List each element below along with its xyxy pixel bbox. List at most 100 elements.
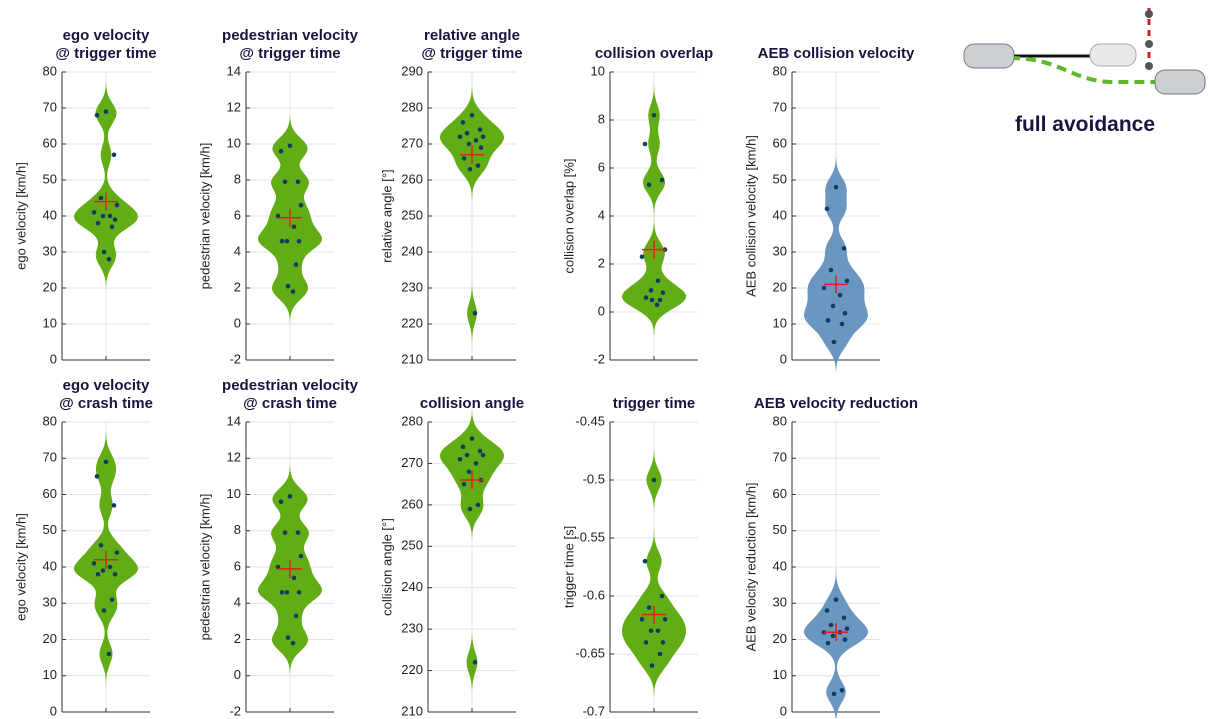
data-point — [99, 196, 104, 201]
y-tick-label: 2 — [234, 631, 241, 646]
data-point — [104, 109, 109, 114]
data-point — [655, 303, 660, 308]
y-tick-label: 260 — [401, 496, 423, 511]
y-tick-label: 210 — [401, 703, 423, 718]
data-point — [842, 246, 847, 251]
y-tick-label: -2 — [229, 703, 241, 718]
data-point — [296, 180, 301, 185]
data-point — [96, 221, 101, 226]
panel-title: @ crash time — [243, 395, 337, 412]
y-axis-label: collision angle [°] — [379, 518, 394, 616]
pedestrian — [1145, 10, 1153, 18]
y-tick-label: 8 — [234, 522, 241, 537]
panel-title: AEB collision velocity — [758, 45, 915, 62]
y-tick-label: 30 — [773, 243, 787, 258]
panel-title: ego velocity — [63, 27, 150, 44]
y-tick-label: 0 — [50, 703, 57, 718]
y-tick-label: 0 — [50, 351, 57, 366]
data-point — [470, 436, 475, 441]
data-point — [283, 530, 288, 535]
y-tick-label: 40 — [43, 207, 57, 222]
y-tick-label: 30 — [43, 243, 57, 258]
y-tick-label: -0.45 — [575, 413, 605, 428]
data-point — [101, 214, 106, 219]
panel-title: @ trigger time — [239, 45, 340, 62]
data-point — [658, 298, 663, 303]
y-tick-label: 50 — [43, 171, 57, 186]
y-axis-label: pedestrian velocity [km/h] — [197, 494, 212, 641]
y-tick-label: 14 — [227, 63, 241, 78]
y-tick-label: 20 — [43, 279, 57, 294]
data-point — [297, 590, 302, 595]
data-point — [479, 145, 484, 150]
data-point — [291, 289, 296, 294]
data-point — [102, 608, 107, 613]
y-axis-label: pedestrian velocity [km/h] — [197, 143, 212, 290]
y-tick-label: 290 — [401, 63, 423, 78]
data-point — [647, 605, 652, 610]
panel-title: pedestrian velocity — [222, 27, 359, 44]
y-axis-label: AEB velocity reduction [km/h] — [743, 482, 758, 651]
violin-panel: 01020304050607080ego velocity [km/h]ego … — [13, 377, 152, 718]
data-point — [647, 183, 652, 188]
data-point — [113, 572, 118, 577]
data-point — [663, 617, 668, 622]
y-tick-label: 8 — [598, 111, 605, 126]
y-tick-label: 70 — [773, 99, 787, 114]
y-tick-label: 20 — [773, 631, 787, 646]
data-point — [656, 629, 661, 634]
data-point — [644, 295, 649, 300]
panel-title: relative angle — [424, 27, 520, 44]
violin — [622, 450, 686, 696]
y-tick-label: 40 — [773, 207, 787, 222]
data-point — [644, 640, 649, 645]
data-point — [661, 291, 666, 296]
y-tick-label: -0.6 — [583, 587, 605, 602]
data-point — [92, 210, 97, 215]
data-point — [104, 460, 109, 465]
y-tick-label: 10 — [773, 315, 787, 330]
data-point — [468, 507, 473, 512]
data-point — [474, 461, 479, 466]
data-point — [283, 180, 288, 185]
data-point — [297, 239, 302, 244]
data-point — [842, 615, 847, 620]
data-point — [829, 268, 834, 273]
data-point — [840, 322, 845, 327]
data-point — [115, 550, 120, 555]
pedestrian — [1145, 62, 1153, 70]
data-point — [473, 660, 478, 665]
data-point — [829, 623, 834, 628]
y-tick-label: -0.65 — [575, 645, 605, 660]
y-tick-label: -2 — [229, 351, 241, 366]
y-tick-label: 80 — [43, 413, 57, 428]
data-point — [294, 614, 299, 619]
data-point — [110, 225, 115, 230]
y-tick-label: 230 — [401, 621, 423, 636]
violin-panel: 210220230240250260270280290relative angl… — [379, 27, 522, 366]
y-tick-label: 250 — [401, 207, 423, 222]
data-point — [108, 565, 113, 570]
data-point — [643, 142, 648, 147]
y-tick-label: -0.55 — [575, 529, 605, 544]
y-tick-label: 40 — [43, 558, 57, 573]
y-tick-label: 40 — [773, 558, 787, 573]
panel-title: @ crash time — [59, 395, 153, 412]
y-tick-label: 10 — [43, 315, 57, 330]
data-point — [481, 135, 486, 140]
data-point — [292, 576, 297, 581]
y-tick-label: 280 — [401, 99, 423, 114]
data-point — [476, 503, 481, 508]
y-tick-label: 4 — [234, 595, 241, 610]
y-tick-label: 10 — [227, 135, 241, 150]
data-point — [661, 640, 666, 645]
y-tick-label: 6 — [234, 558, 241, 573]
y-tick-label: 240 — [401, 579, 423, 594]
y-tick-label: 80 — [43, 63, 57, 78]
y-tick-label: -2 — [593, 351, 605, 366]
data-point — [291, 641, 296, 646]
violin — [804, 569, 868, 719]
data-point — [96, 572, 101, 577]
car-start — [964, 44, 1014, 68]
violin-panel: -202468101214pedestrian velocity [km/h]p… — [197, 377, 358, 718]
